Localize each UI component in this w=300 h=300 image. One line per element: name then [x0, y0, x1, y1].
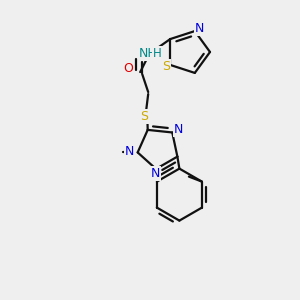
Text: S: S	[140, 110, 148, 123]
Text: N: N	[174, 123, 183, 136]
Text: NH: NH	[139, 46, 158, 60]
Text: N: N	[195, 22, 205, 34]
Text: N: N	[125, 145, 134, 158]
Text: N: N	[150, 167, 160, 181]
Text: H: H	[153, 46, 162, 60]
Text: S: S	[162, 60, 170, 74]
Text: O: O	[123, 61, 133, 75]
